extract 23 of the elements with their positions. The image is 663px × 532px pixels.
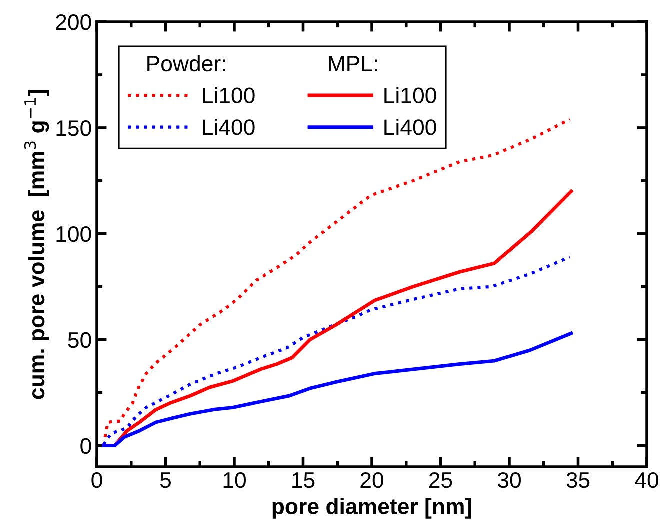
x-tick-label: 15 <box>292 472 315 488</box>
x-tick-label: 35 <box>566 472 590 488</box>
y-tick-label: 150 <box>56 120 92 136</box>
legend-label: Li100 <box>384 87 436 104</box>
x-tick-label: 20 <box>360 472 384 488</box>
legend-label: Li400 <box>384 119 436 136</box>
x-tick-label: 5 <box>160 472 171 488</box>
y-axis-title: cum. pore volume [mm$^{3}$ g$^{−1}$] <box>24 90 50 400</box>
x-tick-label: 0 <box>92 472 102 488</box>
y-tick-label: 200 <box>56 14 92 30</box>
y-tick-label: 50 <box>68 332 92 348</box>
y-tick-label: 0 <box>80 438 92 454</box>
y-tick-label: 100 <box>56 226 92 242</box>
legend-label: Li100 <box>203 87 255 104</box>
text: Powder: <box>148 55 226 72</box>
x-tick-label: 10 <box>224 472 246 488</box>
x-tick-label: 30 <box>498 472 521 488</box>
line-series <box>104 118 572 439</box>
x-axis-title: pore diameter [nm] <box>272 498 472 519</box>
text: MPL: <box>329 56 378 72</box>
x-tick-label: 40 <box>635 472 658 488</box>
x-tick-label: 25 <box>430 472 452 488</box>
legend-label: Li400 <box>203 119 255 136</box>
